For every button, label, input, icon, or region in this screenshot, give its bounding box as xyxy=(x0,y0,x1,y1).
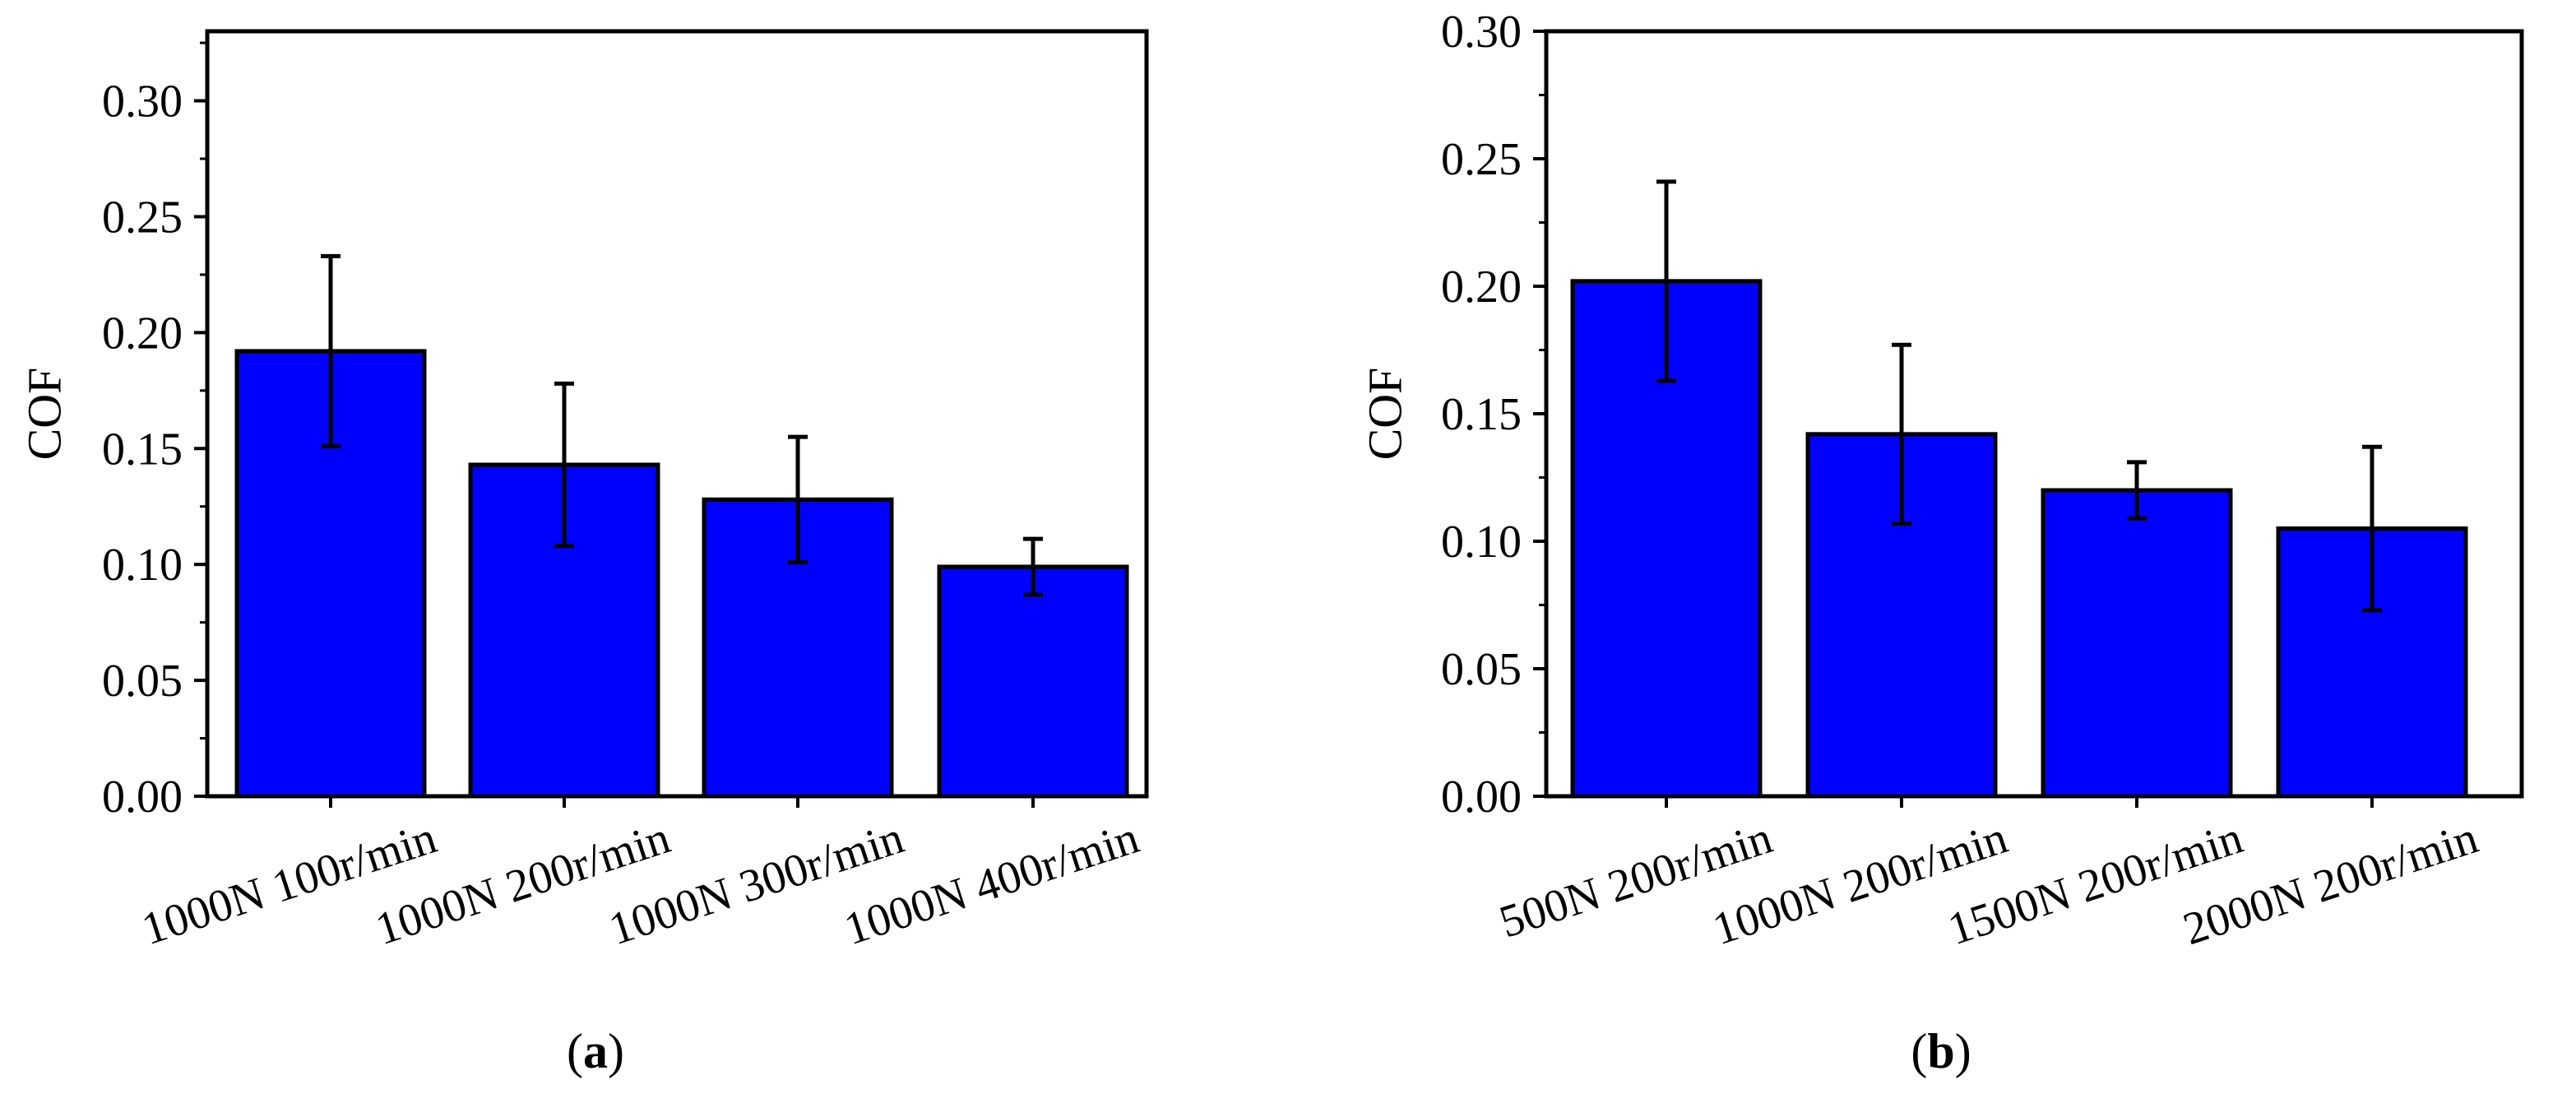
y-tick-label: 0.00 xyxy=(102,772,183,823)
y-tick-label: 0.05 xyxy=(1441,644,1522,695)
error-bar-2 xyxy=(1892,342,1911,526)
error-bar-1 xyxy=(1656,179,1676,383)
y-tick-label: 0.00 xyxy=(1441,772,1522,823)
y-tick-label: 0.15 xyxy=(102,424,183,475)
bar-3 xyxy=(2041,488,2233,799)
plot-frame xyxy=(205,29,1149,799)
y-tick-label: 0.10 xyxy=(1441,517,1522,568)
y-tick-label: 0.20 xyxy=(1441,262,1522,313)
panel-label-close-paren: ) xyxy=(1955,1024,1971,1078)
error-bar-2 xyxy=(554,381,574,549)
panel-label-close-paren: ) xyxy=(608,1024,624,1078)
panel-label: (a) xyxy=(567,1024,624,1078)
panel-label: (b) xyxy=(1911,1024,1971,1078)
y-tick-label: 0.15 xyxy=(1441,389,1522,440)
y-tick-label: 0.10 xyxy=(102,540,183,591)
y-axis-label: COF xyxy=(1358,368,1411,461)
error-bar-4 xyxy=(2362,444,2382,613)
panel-label-open-paren: ( xyxy=(1911,1024,1927,1078)
error-bar-4 xyxy=(1023,536,1043,597)
y-tick-label: 0.05 xyxy=(102,656,183,707)
error-bar-1 xyxy=(321,253,341,448)
y-tick-label: 0.20 xyxy=(102,308,183,359)
panel-label-letter: a xyxy=(583,1024,608,1078)
bar-4 xyxy=(937,564,1129,799)
y-tick-label: 0.30 xyxy=(102,76,183,127)
panel-label-open-paren: ( xyxy=(567,1024,583,1078)
panel-label-letter: b xyxy=(1927,1024,1954,1078)
y-axis-label: COF xyxy=(17,368,71,461)
error-bar-3 xyxy=(788,434,808,564)
y-tick-label: 0.30 xyxy=(1441,7,1522,58)
error-bar-3 xyxy=(2127,460,2147,521)
y-tick-label: 0.25 xyxy=(102,192,183,243)
y-tick-label: 0.25 xyxy=(1441,134,1522,185)
